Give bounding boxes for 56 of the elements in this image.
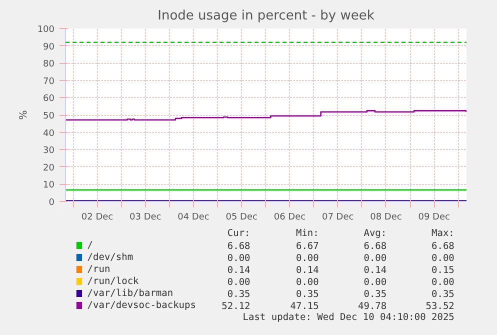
text: 0.00 <box>432 277 455 288</box>
legend-label: /var/lib/barman <box>87 288 174 299</box>
text: 0.00 <box>432 253 455 264</box>
text: 0.00 <box>364 277 387 288</box>
text: 0.00 <box>227 253 251 264</box>
text: 0.35 <box>364 289 387 300</box>
text: 49.78 <box>358 301 387 312</box>
legend-label: / <box>87 240 94 251</box>
text: 0.35 <box>432 289 454 300</box>
x-tick-label: 04 Dec <box>178 212 210 222</box>
legend-label: /run <box>87 264 110 275</box>
text: 53.52 <box>426 301 454 312</box>
text: 6.67 <box>296 241 319 252</box>
x-tick-label: 07 Dec <box>322 212 354 222</box>
text: Last update: Wed Dec 10 04:10:00 2025 <box>242 312 454 323</box>
text: 0.14 <box>296 265 320 276</box>
text: 0.35 <box>296 289 319 300</box>
text: 6.68 <box>227 241 251 252</box>
x-tick-label: 08 Dec <box>370 212 402 222</box>
x-tick-label: 05 Dec <box>226 212 258 222</box>
y-tick-label: 40 <box>43 128 55 139</box>
y-tick-label: 60 <box>43 94 55 104</box>
text: 0.00 <box>227 277 251 288</box>
text: 0.00 <box>296 277 320 288</box>
y-tick-label: 90 <box>43 42 55 52</box>
legend-label: /dev/shm <box>87 252 134 263</box>
x-tick-label: 03 Dec <box>130 212 162 222</box>
text: 0.00 <box>296 253 320 264</box>
x-tick-label: 02 Dec <box>81 212 114 222</box>
text: 0.14 <box>227 265 251 276</box>
y-tick-label: 80 <box>43 60 55 70</box>
y-tick-label: 70 <box>43 76 55 87</box>
text: 0.35 <box>227 289 250 300</box>
chart-title: Inode usage in percent - by week <box>158 8 375 24</box>
text: Cur: <box>227 228 250 239</box>
text: 52.12 <box>222 301 250 312</box>
x-tick-label: 06 Dec <box>274 212 306 222</box>
legend-label: /run/lock <box>87 276 140 287</box>
y-tick-label: 0 <box>48 198 55 208</box>
y-tick-label: 10 <box>43 180 55 191</box>
text: 47.15 <box>290 301 319 312</box>
y-tick-label: 30 <box>43 146 55 156</box>
legend-label: /var/devsoc-backups <box>87 300 196 311</box>
text: Avg: <box>364 228 387 239</box>
y-tick-label: 20 <box>43 163 55 174</box>
y-axis-title: % <box>18 110 30 120</box>
text: 6.68 <box>364 241 387 252</box>
text: 0.14 <box>364 265 387 276</box>
text: Max: <box>432 228 454 239</box>
y-tick-label: 100 <box>37 25 55 35</box>
text: 6.68 <box>432 241 455 252</box>
x-tick-label: 09 Dec <box>418 212 450 222</box>
text: 0.15 <box>432 265 454 276</box>
text: Min: <box>296 228 319 239</box>
y-tick-label: 50 <box>43 112 55 122</box>
text: 0.00 <box>364 253 387 264</box>
